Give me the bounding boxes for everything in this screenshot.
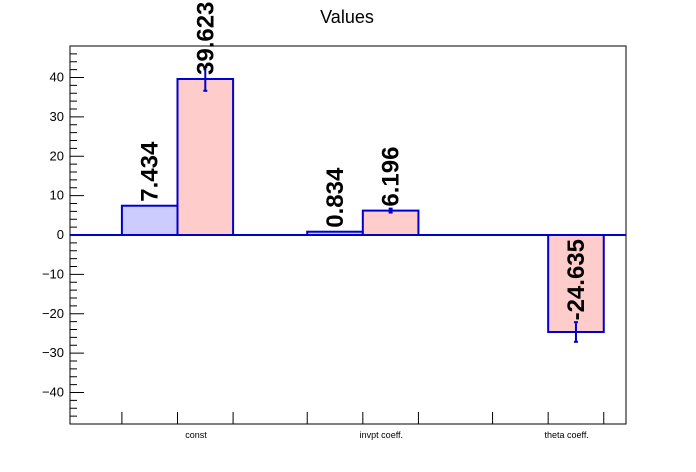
category-label: theta coeff. [545, 430, 589, 440]
category-label: invpt coeff. [360, 430, 403, 440]
y-tick-label: −30 [42, 345, 64, 360]
bar [176, 77, 235, 236]
plot-area: −40 −30 −20 −10 0 10 20 30 40 7.434 0.834 39.623 6.1… [42, 2, 627, 440]
bar [306, 230, 364, 237]
data-label: 39.623 [192, 2, 219, 75]
y-tick-label: −40 [42, 385, 64, 400]
y-tick-label: −20 [42, 306, 64, 321]
data-label: -24.635 [563, 239, 590, 320]
chart-title: Values [320, 7, 374, 27]
y-tick-label: 20 [50, 148, 64, 163]
y-tick-label: −10 [42, 266, 64, 281]
bar [361, 209, 420, 237]
y-tick-label: 0 [57, 227, 64, 242]
data-label: 6.196 [378, 147, 405, 207]
bar [120, 204, 179, 236]
y-tick-label: 30 [50, 109, 64, 124]
y-tick-label: 40 [50, 70, 64, 85]
data-label: 0.834 [322, 167, 349, 228]
y-tick-label: 10 [50, 188, 64, 203]
category-label: const [185, 430, 207, 440]
bar [547, 234, 605, 334]
data-label: 7.434 [137, 141, 164, 202]
